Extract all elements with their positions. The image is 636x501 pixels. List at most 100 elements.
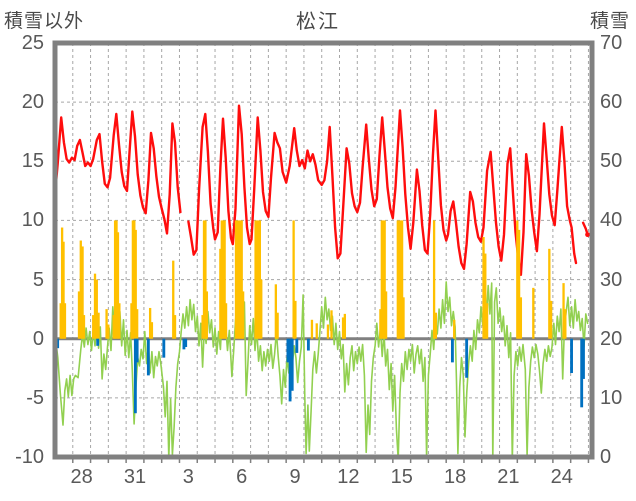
yellow-bars [532, 287, 535, 339]
yellow-bars [202, 220, 206, 339]
right-axis-tick-label: 0 [600, 446, 612, 468]
blue-bars [146, 338, 150, 376]
yellow-bars [115, 220, 118, 339]
right-axis-title: 積雪 [589, 11, 630, 32]
yellow-bars [548, 248, 551, 339]
yellow-bars [383, 220, 386, 339]
yellow-bars [236, 220, 239, 339]
green-line [55, 281, 589, 457]
yellow-bars [205, 291, 209, 339]
yellow-bars [105, 309, 108, 339]
yellow-bars [432, 220, 436, 339]
yellow-bars [484, 253, 487, 339]
yellow-bars [257, 220, 260, 339]
blue-bars [582, 338, 585, 379]
left-axis-tick-label: 10 [21, 209, 44, 232]
blue-bars [465, 338, 469, 378]
yellow-bars [131, 220, 135, 339]
yellow-bars [234, 220, 238, 339]
right-axis-tick-label: 30 [600, 268, 623, 291]
yellow-bars [343, 313, 346, 339]
right-axis-tick-label: 50 [600, 150, 623, 173]
blue-bars [162, 338, 166, 358]
right-axis-tick-label: 70 [600, 32, 623, 54]
x-axis-tick-label: 6 [236, 466, 248, 488]
yellow-bars [380, 220, 383, 339]
yellow-bars [79, 240, 82, 339]
blue-bars [286, 338, 290, 363]
yellow-bars [223, 220, 226, 339]
yellow-bars [315, 323, 318, 339]
right-axis-tick-label: 20 [600, 327, 623, 350]
yellow-bars [81, 246, 84, 339]
plot-border [52, 40, 595, 460]
yellow-bars [204, 220, 207, 339]
yellow-bars [294, 300, 297, 339]
x-axis-tick-label: 31 [123, 466, 147, 488]
yellow-bars [201, 315, 204, 339]
right-axis-tick-label: 60 [600, 91, 623, 114]
yellow-bars [112, 315, 115, 339]
yellow-bars [224, 303, 228, 339]
yellow-bars [172, 260, 175, 339]
yellow-bars [134, 229, 137, 339]
blue-bars [450, 338, 454, 363]
chart-title: 松江 [296, 11, 340, 33]
yellow-bars [519, 297, 523, 339]
yellow-bars [516, 220, 519, 339]
blue-bars [290, 338, 294, 391]
yellow-bars [292, 220, 295, 339]
yellow-bars [116, 232, 120, 339]
yellow-bars [382, 220, 385, 339]
x-axis-tick-label: 21 [497, 466, 520, 488]
yellow-bars [92, 315, 95, 339]
right-axis-tick-label: 40 [600, 209, 623, 232]
yellow-bars [260, 279, 263, 339]
left-axis-tick-label: -10 [15, 446, 44, 468]
yellow-bars [62, 241, 65, 339]
left-axis-tick-label: 15 [21, 150, 44, 173]
yellow-bars [379, 309, 382, 339]
yellow-bars [434, 312, 438, 339]
x-axis-tick-label: 3 [182, 466, 194, 488]
x-axis-tick-label: 15 [390, 466, 413, 488]
yellow-bars [549, 300, 553, 339]
yellow-bars [254, 220, 257, 339]
yellow-bars [220, 220, 223, 339]
yellow-bars [400, 220, 404, 339]
yellow-bars [240, 220, 243, 339]
yellow-bars [133, 220, 136, 339]
yellow-bars [341, 317, 345, 339]
yellow-bars [237, 220, 241, 339]
x-axis-tick-label: 9 [289, 466, 301, 488]
red-line-end-dot [585, 232, 590, 238]
yellow-bars [82, 315, 86, 339]
x-axis-tick-label: 28 [70, 466, 93, 488]
blue-bars [135, 338, 139, 363]
yellow-bars [562, 283, 565, 339]
x-axis-tick-label: 12 [337, 466, 360, 488]
yellow-bars [77, 291, 81, 339]
yellow-bars [255, 220, 259, 339]
yellow-bars [330, 310, 333, 339]
blue-bars [133, 338, 137, 414]
yellow-bars [384, 291, 388, 339]
blue-bars [184, 338, 188, 347]
blue-bars [295, 338, 299, 353]
left-axis-title: 積雪以外 [4, 11, 85, 32]
yellow-bars [399, 220, 402, 339]
left-axis-tick-label: -5 [26, 386, 44, 409]
yellow-bars [517, 229, 521, 339]
yellow-bars [63, 303, 67, 339]
right-axis-tick-label: 10 [600, 386, 623, 409]
yellow-bars [95, 279, 98, 339]
yellow-bars [219, 248, 222, 339]
yellow-bars [113, 220, 117, 339]
left-axis-tick-label: 25 [21, 32, 44, 54]
yellow-bars [396, 220, 399, 339]
yellow-bars [222, 220, 225, 339]
yellow-bars [326, 324, 330, 339]
yellow-bars [107, 324, 110, 339]
